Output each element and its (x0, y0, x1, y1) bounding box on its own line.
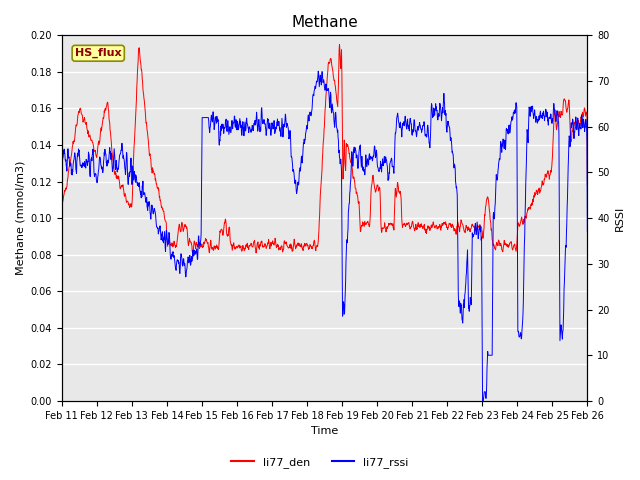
Text: HS_flux: HS_flux (75, 48, 122, 59)
X-axis label: Time: Time (311, 426, 338, 436)
Legend: li77_den, li77_rssi: li77_den, li77_rssi (227, 452, 413, 472)
Title: Methane: Methane (291, 15, 358, 30)
Y-axis label: Methane (mmol/m3): Methane (mmol/m3) (15, 161, 25, 276)
Y-axis label: RSSI: RSSI (615, 205, 625, 231)
